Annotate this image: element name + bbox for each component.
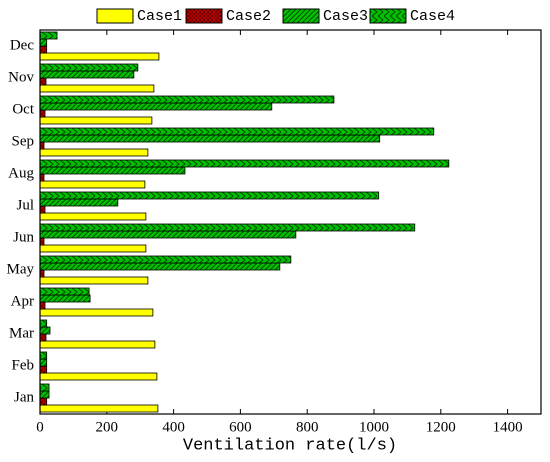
bar bbox=[39, 148, 149, 157]
bar bbox=[39, 365, 48, 374]
x-tick-label: 200 bbox=[96, 419, 119, 435]
bar bbox=[39, 287, 90, 296]
y-tick-label: Jun bbox=[13, 229, 34, 245]
legend-label: Case1 bbox=[137, 8, 182, 25]
y-tick-label: Feb bbox=[12, 357, 35, 373]
bar bbox=[39, 383, 50, 392]
bar bbox=[39, 262, 281, 271]
bar bbox=[39, 102, 273, 111]
bar bbox=[39, 166, 186, 175]
x-tick-label: 0 bbox=[36, 419, 44, 435]
bar bbox=[39, 52, 160, 61]
bar bbox=[39, 38, 48, 47]
legend-swatch bbox=[282, 8, 320, 24]
bar bbox=[39, 95, 335, 104]
bar bbox=[39, 141, 45, 150]
plot-frame bbox=[39, 29, 542, 415]
x-tick-label: 800 bbox=[296, 419, 319, 435]
y-tick-label: Mar bbox=[9, 325, 34, 341]
bar bbox=[39, 223, 416, 232]
bar bbox=[39, 198, 119, 207]
bar bbox=[39, 255, 292, 264]
bar bbox=[39, 301, 46, 310]
bar bbox=[39, 77, 47, 86]
bar bbox=[39, 127, 435, 136]
y-tick-label: Apr bbox=[11, 293, 34, 309]
bar bbox=[39, 340, 156, 349]
y-tick-label: Dec bbox=[10, 37, 34, 53]
bar bbox=[39, 116, 153, 125]
bar bbox=[39, 63, 139, 72]
bar bbox=[39, 109, 46, 118]
y-tick-label: Oct bbox=[12, 101, 34, 117]
x-tick-label: 1400 bbox=[493, 419, 523, 435]
bar bbox=[39, 212, 147, 221]
bar bbox=[39, 191, 380, 200]
bar bbox=[39, 70, 135, 79]
bar bbox=[39, 276, 149, 285]
x-tick-label: 600 bbox=[229, 419, 252, 435]
legend-label: Case2 bbox=[226, 8, 271, 25]
bar bbox=[39, 84, 155, 93]
bar bbox=[39, 205, 46, 214]
legend-swatch bbox=[185, 8, 223, 24]
bar bbox=[39, 45, 48, 54]
bar bbox=[39, 244, 147, 253]
bar bbox=[39, 308, 154, 317]
y-tick-label: Aug bbox=[8, 165, 34, 181]
bar bbox=[39, 31, 58, 40]
legend-swatch bbox=[96, 8, 134, 24]
bar bbox=[39, 180, 146, 189]
x-axis-label: Ventilation rate(l/s) bbox=[183, 436, 397, 455]
y-tick-label: Nov bbox=[8, 69, 34, 85]
bar bbox=[39, 294, 91, 303]
bar bbox=[39, 230, 297, 239]
bar bbox=[39, 173, 45, 182]
bar bbox=[39, 319, 48, 328]
bar bbox=[39, 237, 45, 246]
y-tick-label: Jul bbox=[16, 197, 34, 213]
bar bbox=[39, 326, 51, 335]
legend-label: Case4 bbox=[410, 8, 455, 25]
bar bbox=[39, 404, 159, 413]
bar bbox=[39, 333, 47, 342]
y-tick-label: Sep bbox=[12, 133, 35, 149]
bar bbox=[39, 134, 381, 143]
x-tick-label: 1200 bbox=[426, 419, 456, 435]
x-tick-label: 1000 bbox=[359, 419, 389, 435]
bar bbox=[39, 390, 50, 399]
bar bbox=[39, 358, 48, 367]
legend-swatch bbox=[369, 8, 407, 24]
bar bbox=[39, 351, 48, 360]
y-tick-label: May bbox=[7, 261, 35, 277]
legend-label: Case3 bbox=[323, 8, 368, 25]
x-tick-label: 400 bbox=[162, 419, 185, 435]
bar bbox=[39, 269, 45, 278]
bar bbox=[39, 372, 158, 381]
bar bbox=[39, 159, 450, 168]
bar bbox=[39, 397, 48, 406]
y-tick-label: Jan bbox=[14, 389, 34, 405]
